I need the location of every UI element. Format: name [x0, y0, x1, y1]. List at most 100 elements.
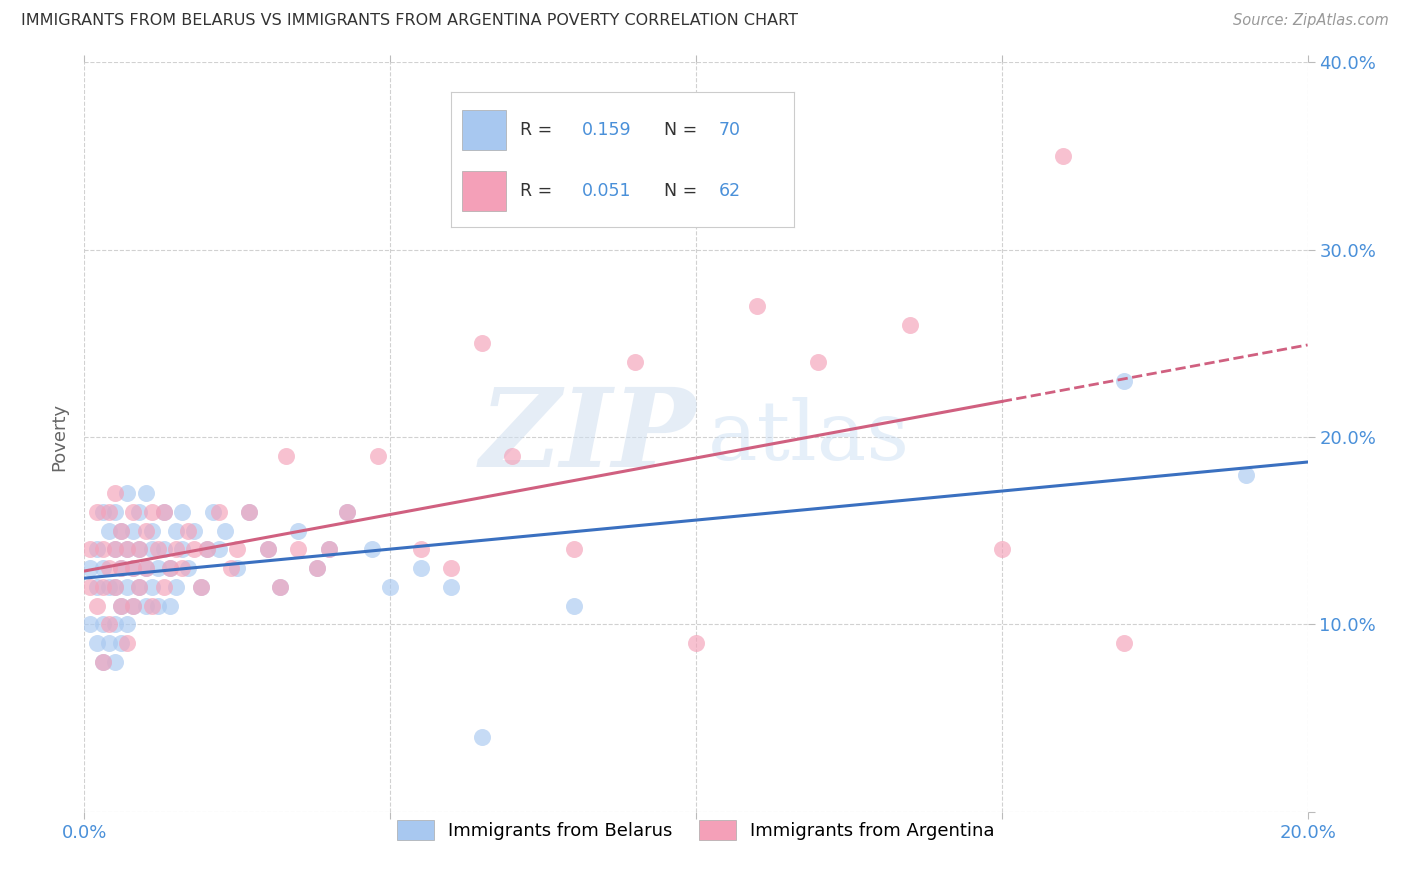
Point: [104, 542, 127, 557]
Point: [141, 505, 163, 519]
Point: [159, 599, 181, 613]
Y-axis label: Poverty: Poverty: [51, 403, 69, 471]
Text: ZIP: ZIP: [479, 384, 696, 491]
Point: [471, 730, 494, 744]
Point: [305, 561, 328, 575]
Point: [991, 542, 1014, 557]
Point: [360, 542, 382, 557]
Point: [141, 599, 163, 613]
Point: [214, 524, 236, 538]
Point: [190, 580, 212, 594]
Point: [135, 486, 157, 500]
Point: [110, 599, 132, 613]
Point: [122, 561, 145, 575]
Point: [122, 505, 145, 519]
Point: [305, 561, 328, 575]
Point: [226, 561, 249, 575]
Point: [165, 542, 187, 557]
Text: Source: ZipAtlas.com: Source: ZipAtlas.com: [1233, 13, 1389, 29]
Point: [104, 580, 127, 594]
Point: [104, 542, 127, 557]
Point: [562, 542, 585, 557]
Point: [1052, 149, 1074, 163]
Point: [153, 505, 176, 519]
Point: [238, 505, 260, 519]
Point: [128, 542, 150, 557]
Legend: Immigrants from Belarus, Immigrants from Argentina: Immigrants from Belarus, Immigrants from…: [391, 813, 1001, 847]
Point: [257, 542, 280, 557]
Point: [91, 655, 114, 669]
Point: [440, 580, 463, 594]
Point: [269, 580, 291, 594]
Point: [91, 542, 114, 557]
Point: [97, 505, 120, 519]
Point: [128, 580, 150, 594]
Point: [380, 580, 402, 594]
Point: [141, 524, 163, 538]
Point: [269, 580, 291, 594]
Point: [807, 355, 830, 369]
Point: [367, 449, 389, 463]
Point: [79, 617, 101, 632]
Point: [208, 542, 231, 557]
Point: [104, 580, 127, 594]
Point: [219, 561, 242, 575]
Point: [287, 542, 309, 557]
Point: [97, 617, 120, 632]
Point: [153, 580, 176, 594]
Point: [146, 599, 169, 613]
Point: [141, 580, 163, 594]
Point: [115, 617, 138, 632]
Point: [91, 561, 114, 575]
Point: [115, 636, 138, 650]
Point: [195, 542, 218, 557]
Point: [201, 505, 224, 519]
Point: [135, 524, 157, 538]
Point: [128, 505, 150, 519]
Point: [91, 655, 114, 669]
Point: [104, 486, 127, 500]
Point: [336, 505, 359, 519]
Point: [115, 486, 138, 500]
Point: [336, 505, 359, 519]
Point: [172, 561, 194, 575]
Point: [91, 617, 114, 632]
Point: [86, 542, 108, 557]
Point: [122, 599, 145, 613]
Point: [110, 524, 132, 538]
Point: [183, 524, 205, 538]
Point: [1114, 374, 1136, 388]
Point: [146, 542, 169, 557]
Point: [165, 524, 187, 538]
Point: [287, 524, 309, 538]
Point: [226, 542, 249, 557]
Point: [172, 542, 194, 557]
Point: [624, 355, 647, 369]
Point: [146, 561, 169, 575]
Point: [91, 580, 114, 594]
Point: [79, 580, 101, 594]
Point: [195, 542, 218, 557]
Point: [97, 580, 120, 594]
Point: [276, 449, 298, 463]
Point: [502, 449, 524, 463]
Point: [183, 542, 205, 557]
Point: [97, 561, 120, 575]
Point: [104, 505, 127, 519]
Point: [1236, 467, 1258, 482]
Point: [110, 561, 132, 575]
Point: [135, 599, 157, 613]
Point: [79, 561, 101, 575]
Point: [208, 505, 231, 519]
Point: [122, 524, 145, 538]
Point: [110, 561, 132, 575]
Point: [86, 580, 108, 594]
Point: [79, 542, 101, 557]
Point: [409, 542, 432, 557]
Point: [91, 505, 114, 519]
Point: [122, 561, 145, 575]
Point: [141, 542, 163, 557]
Point: [1114, 636, 1136, 650]
Point: [135, 561, 157, 575]
Point: [153, 505, 176, 519]
